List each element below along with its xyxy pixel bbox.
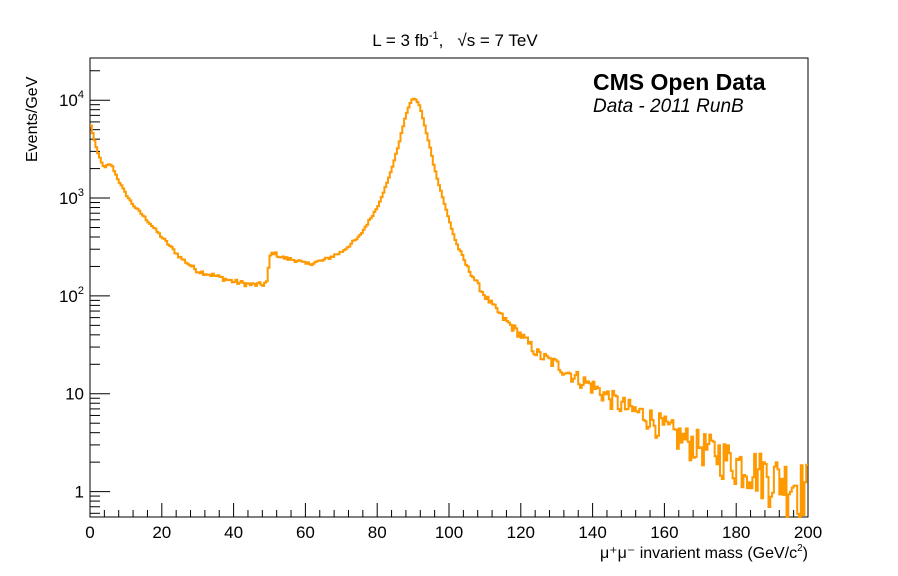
x-tick-label: 200 (794, 523, 822, 542)
x-tick-label: 100 (435, 523, 463, 542)
x-tick-label: 0 (85, 523, 94, 542)
cms-label: CMS Open Data (593, 69, 766, 95)
x-tick-label: 80 (368, 523, 387, 542)
y-axis-label: Events/GeV (24, 76, 41, 162)
x-tick-label: 160 (650, 523, 678, 542)
y-tick-label: 10 (65, 385, 84, 404)
y-tick-label: 103 (59, 187, 84, 208)
x-tick-label: 60 (296, 523, 315, 542)
y-tick-label: 104 (59, 89, 84, 110)
x-tick-label: 140 (578, 523, 606, 542)
y-tick-label: 1 (75, 483, 84, 502)
x-tick-label: 120 (507, 523, 535, 542)
y-tick-label: 102 (59, 285, 84, 306)
x-tick-label: 180 (722, 523, 750, 542)
data-period-label: Data - 2011 RunB (593, 96, 744, 117)
x-axis-label: μ⁺μ⁻ invarient mass (GeV/c2) (600, 543, 808, 562)
x-tick-label: 20 (152, 523, 171, 542)
chart-title: L = 3 fb-1, √s = 7 TeV (372, 30, 538, 50)
x-tick-label: 40 (224, 523, 243, 542)
histogram-line (90, 97, 808, 518)
